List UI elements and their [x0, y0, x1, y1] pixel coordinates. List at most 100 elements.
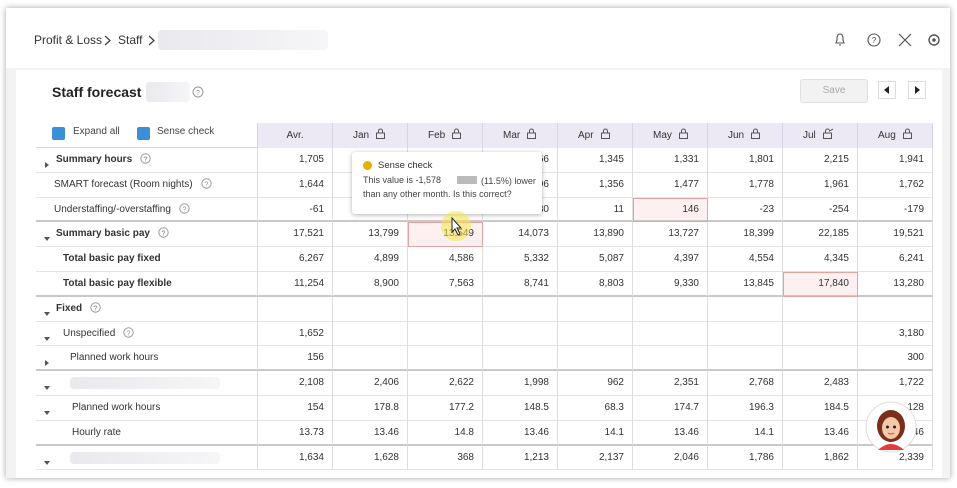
expand-caret[interactable]: [43, 305, 51, 316]
table-cell[interactable]: 1,801: [708, 148, 783, 173]
help-icon[interactable]: ?: [123, 326, 134, 338]
table-cell[interactable]: 1,941: [858, 148, 933, 173]
table-cell[interactable]: 13,845: [708, 272, 783, 297]
table-cell[interactable]: 156: [258, 346, 333, 372]
table-cell[interactable]: 1,356: [558, 172, 633, 198]
table-cell[interactable]: 2,406: [333, 371, 408, 396]
table-cell[interactable]: [258, 296, 333, 322]
table-cell[interactable]: 13,890: [558, 222, 633, 248]
lock-icon[interactable]: [526, 128, 537, 139]
table-cell[interactable]: 9,330: [633, 272, 708, 297]
table-cell[interactable]: 1,998: [483, 371, 558, 396]
table-cell[interactable]: 962: [558, 371, 633, 396]
table-cell[interactable]: 13.46: [633, 420, 708, 446]
save-button[interactable]: Save: [800, 79, 868, 103]
checkbox[interactable]: [137, 127, 150, 140]
table-cell[interactable]: 14.8: [408, 420, 483, 446]
table-cell[interactable]: 11: [558, 197, 633, 223]
table-cell[interactable]: 14.1: [558, 420, 633, 446]
table-cell[interactable]: 17,521: [258, 222, 333, 248]
table-cell[interactable]: 8,900: [333, 272, 408, 297]
table-cell[interactable]: 19,521: [858, 222, 933, 248]
table-cell[interactable]: 13.46: [483, 420, 558, 446]
table-cell[interactable]: -23: [708, 197, 783, 223]
table-cell[interactable]: [633, 346, 708, 372]
expand-caret[interactable]: [43, 379, 51, 391]
lock-icon[interactable]: [678, 128, 689, 139]
column-header[interactable]: Jun: [708, 123, 783, 148]
breadcrumb-link[interactable]: Profit & Loss: [34, 33, 103, 47]
checkbox-label[interactable]: Sense check: [157, 126, 215, 137]
help-icon[interactable]: ?: [158, 227, 169, 239]
table-cell[interactable]: 5,332: [483, 247, 558, 272]
expand-caret[interactable]: [43, 156, 51, 168]
column-header[interactable]: Mar: [483, 123, 558, 148]
table-cell[interactable]: 2,339: [858, 445, 933, 471]
table-cell[interactable]: 2,768: [708, 371, 783, 396]
table-cell[interactable]: [633, 296, 708, 322]
table-cell[interactable]: 5,087: [558, 247, 633, 272]
expand-caret[interactable]: [43, 330, 51, 341]
table-cell[interactable]: 2,137: [558, 445, 633, 471]
table-cell[interactable]: 8,741: [483, 272, 558, 297]
table-cell[interactable]: -61: [258, 197, 333, 223]
lock-icon[interactable]: [750, 128, 761, 139]
table-cell[interactable]: 30: [483, 197, 558, 223]
table-cell[interactable]: 1,628: [333, 445, 408, 471]
table-cell[interactable]: 17,840: [783, 272, 858, 297]
breadcrumb-link[interactable]: Staff: [118, 33, 143, 47]
table-cell[interactable]: [708, 296, 783, 322]
table-cell[interactable]: 22,185: [783, 222, 858, 248]
table-cell[interactable]: 1,778: [708, 172, 783, 198]
table-cell[interactable]: 1,644: [258, 172, 333, 198]
table-cell[interactable]: [333, 321, 408, 347]
toolbar-icons[interactable]: ?: [834, 32, 944, 48]
table-cell[interactable]: 8,803: [558, 272, 633, 297]
table-cell[interactable]: [558, 321, 633, 347]
table-cell[interactable]: 184.5: [783, 396, 858, 421]
expand-caret[interactable]: [43, 354, 51, 367]
table-cell[interactable]: 300: [858, 346, 933, 372]
table-cell[interactable]: 148.5: [483, 396, 558, 421]
table-cell[interactable]: [558, 346, 633, 372]
column-header[interactable]: Jul: [783, 123, 858, 148]
table-cell[interactable]: [633, 321, 708, 347]
lock-icon[interactable]: [822, 128, 834, 139]
table-cell[interactable]: [708, 321, 783, 347]
lock-icon[interactable]: [600, 128, 611, 139]
column-header[interactable]: Apr: [558, 123, 633, 148]
table-cell[interactable]: [783, 346, 858, 372]
table-cell[interactable]: 4,586: [408, 247, 483, 272]
table-cell[interactable]: 196.3: [708, 396, 783, 421]
table-cell[interactable]: 13.46: [333, 420, 408, 446]
table-cell[interactable]: 2,351: [633, 371, 708, 396]
table-cell[interactable]: 1,213: [483, 445, 558, 471]
table-cell[interactable]: [408, 321, 483, 347]
column-header[interactable]: Feb: [408, 123, 483, 148]
table-cell[interactable]: 4,554: [708, 247, 783, 272]
column-header[interactable]: Avr.: [258, 123, 333, 148]
column-header[interactable]: Aug: [858, 123, 933, 148]
table-cell[interactable]: [483, 321, 558, 347]
table-cell[interactable]: 4,345: [783, 247, 858, 272]
table-cell[interactable]: 6,241: [858, 247, 933, 272]
table-cell[interactable]: 177.2: [408, 396, 483, 421]
table-cell[interactable]: [558, 296, 633, 322]
table-cell[interactable]: 1,652: [258, 321, 333, 347]
table-cell[interactable]: 7,563: [408, 272, 483, 297]
table-cell[interactable]: 1,634: [258, 445, 333, 471]
table-cell[interactable]: [483, 346, 558, 372]
table-cell[interactable]: [333, 346, 408, 372]
lock-icon[interactable]: [451, 128, 462, 139]
expand-caret[interactable]: [43, 404, 51, 415]
table-cell[interactable]: 1,862: [783, 445, 858, 471]
table-cell[interactable]: 1,477: [633, 172, 708, 198]
table-cell[interactable]: 13,280: [858, 272, 933, 297]
lock-icon[interactable]: [375, 128, 386, 139]
table-cell[interactable]: 2,108: [258, 371, 333, 396]
nav-arrows[interactable]: [878, 81, 936, 99]
column-header[interactable]: Jan: [333, 123, 408, 148]
table-cell[interactable]: 6,267: [258, 247, 333, 272]
table-cell[interactable]: 1,331: [633, 148, 708, 173]
table-cell[interactable]: 1,762: [858, 172, 933, 198]
